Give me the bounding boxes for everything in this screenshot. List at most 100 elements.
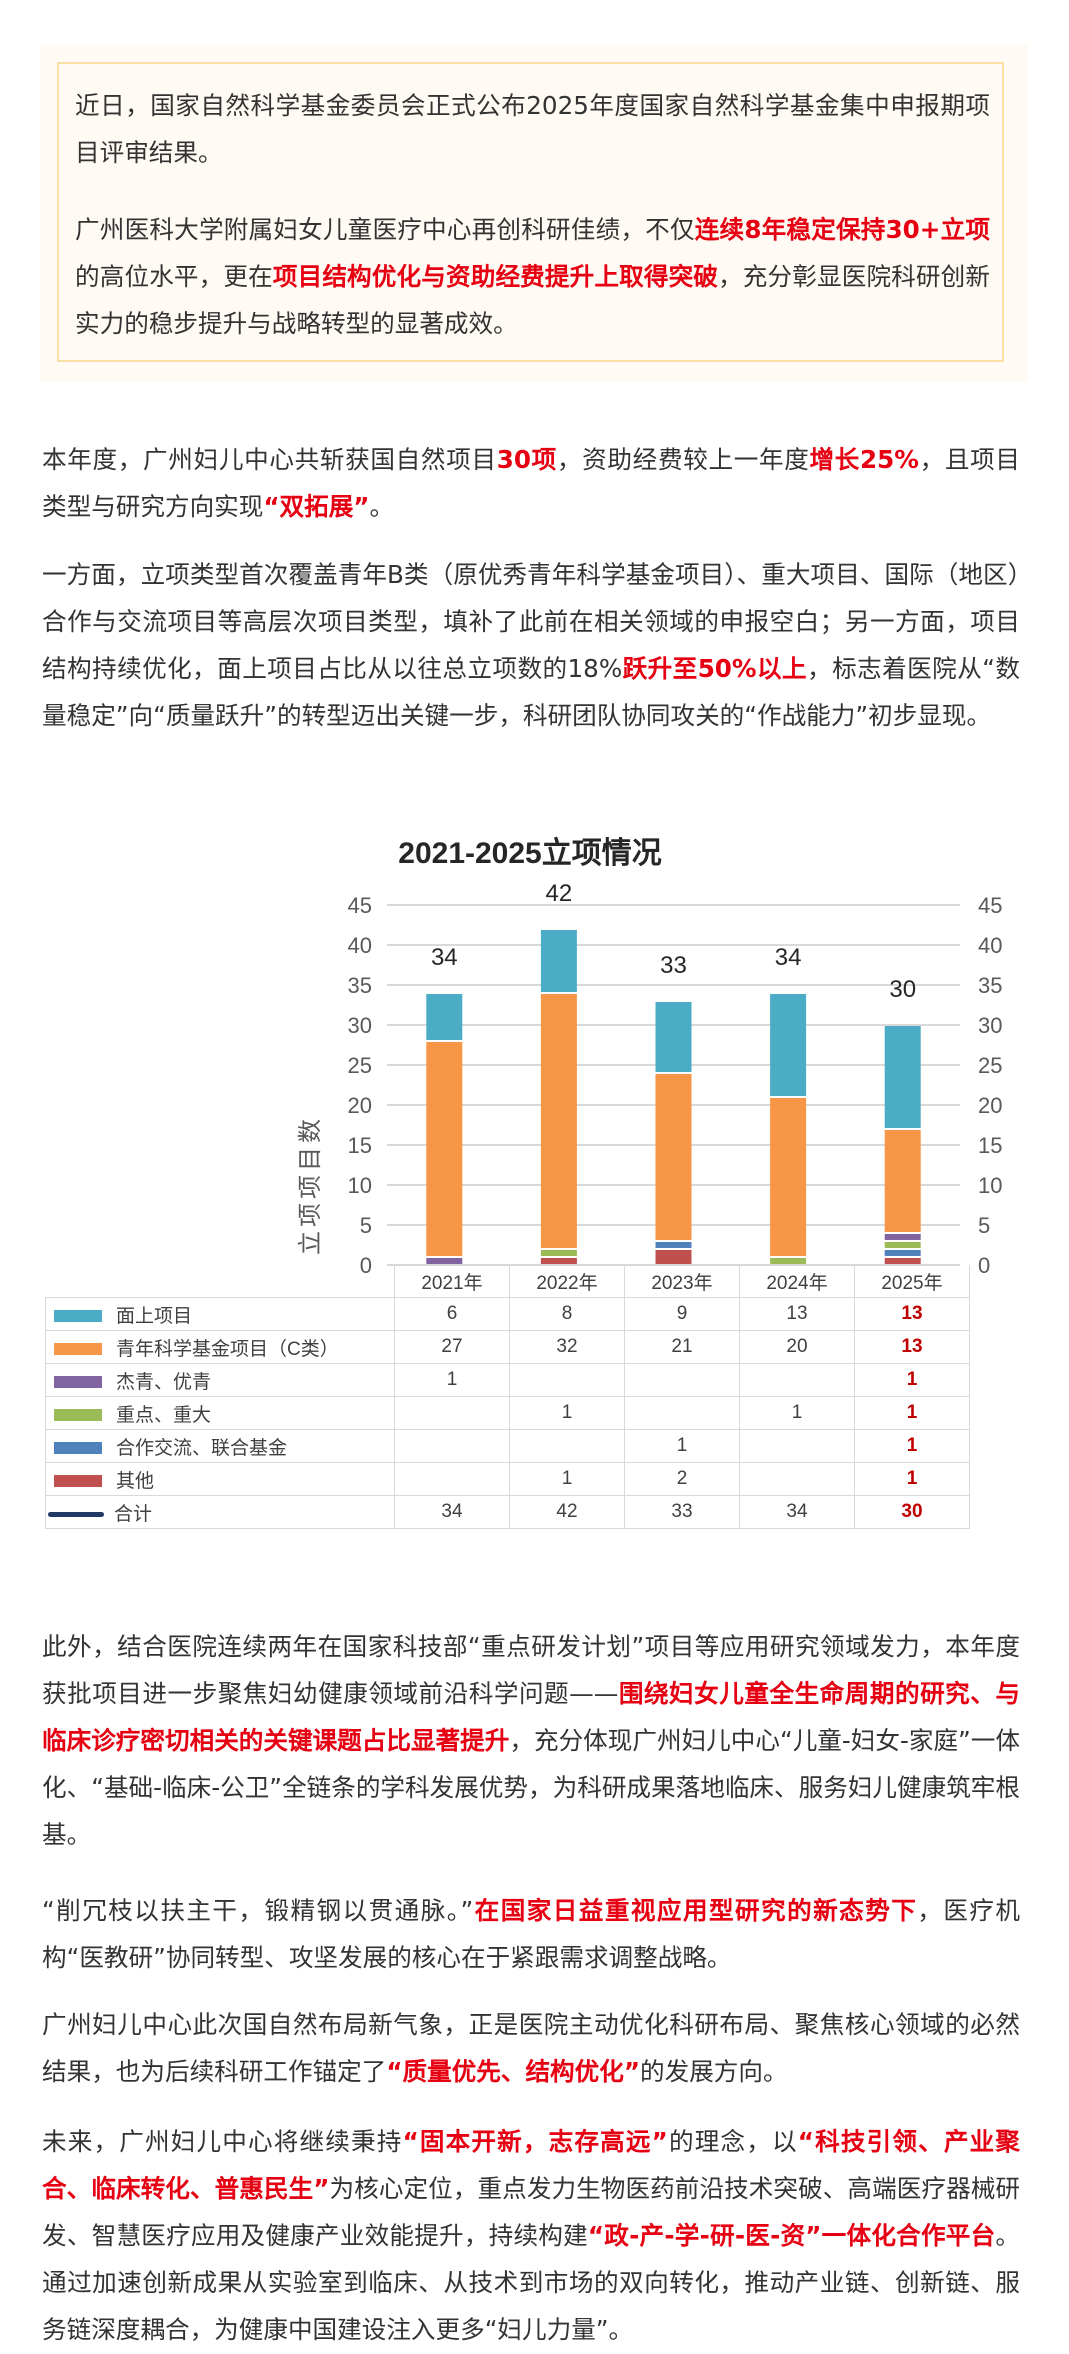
table-cell: 2	[624, 1462, 740, 1496]
bar-segment	[655, 1250, 692, 1264]
table-cell: 1	[509, 1462, 625, 1496]
table-cell: 30	[854, 1495, 970, 1529]
y2-tick-label: 45	[978, 893, 1002, 918]
intro-box-background	[40, 44, 1028, 382]
bar-segment	[426, 1258, 463, 1264]
body-paragraph: 未来，广州妇儿中心将继续秉持“固本开新，志存高远”的理念，以“科技引领、产业聚合…	[42, 2118, 1020, 2353]
text-segment: 的理念，以	[667, 2127, 798, 2156]
table-cell	[509, 1429, 625, 1463]
total-data-label: 34	[431, 944, 458, 971]
y-tick-label: 35	[348, 973, 372, 998]
y2-tick-label: 25	[978, 1053, 1002, 1078]
table-row: 重点、重大 1 1 1	[45, 1396, 970, 1430]
highlighted-text: 项目结构优化与资助经费提升上取得突破	[272, 262, 719, 291]
text-segment: 为核心定位，重点发力生物医药前沿技术突破、高端医疗器械研发、智慧医疗应用及健康产…	[42, 2174, 1020, 2250]
x-category-label: 2023年	[624, 1265, 740, 1298]
table-cell: 1	[854, 1429, 970, 1463]
legend-swatch-icon	[54, 1343, 102, 1356]
x-category-label: 2022年	[509, 1265, 625, 1298]
highlighted-text: 增长25%	[809, 445, 919, 474]
text-segment: 的发展方向。	[640, 2057, 788, 2086]
text-segment: 。通过加速创新成果从实验室到临床、从技术到市场的双向转化，推动产业链、创新链、服…	[42, 2221, 1020, 2344]
table-cell: 1	[854, 1363, 970, 1397]
legend-swatch-icon	[54, 1376, 102, 1389]
y-tick-label: 25	[348, 1053, 372, 1078]
table-cell	[624, 1363, 740, 1397]
bar-segment	[655, 1074, 692, 1240]
text-segment: 近日，国家自然科学基金委员会正式公布2025年度国家自然科学基金集中申报期项目评…	[75, 91, 990, 167]
legend-swatch-icon	[54, 1310, 102, 1323]
total-data-label: 33	[660, 952, 687, 979]
table-cell: 34	[394, 1495, 510, 1529]
table-cell: 1	[509, 1396, 625, 1430]
y-tick-label: 30	[348, 1013, 372, 1038]
series-name: 杰青、优青	[116, 1371, 212, 1393]
table-cell: 34	[739, 1495, 855, 1529]
table-cell: 42	[509, 1495, 625, 1529]
bar-segment	[884, 1026, 921, 1128]
intro-box-border	[57, 62, 1004, 362]
chart-data-table: 2021年 2022年 2023年 2024年 2025年 面上项目 6 8 9 13 13 青年科学…	[45, 1265, 970, 1529]
x-category-label: 2024年	[739, 1265, 855, 1298]
total-data-label: 42	[546, 880, 573, 907]
y2-tick-label: 40	[978, 933, 1002, 958]
table-row: 其他 1 2 1	[45, 1462, 970, 1496]
bar-segment	[884, 1250, 921, 1256]
highlighted-text: 连续8年稳定保持30+立项	[694, 215, 990, 244]
y2-tick-label: 20	[978, 1093, 1002, 1118]
text-segment: “削冗枝以扶主干，锻精钢以贯通脉。”	[42, 1896, 474, 1925]
body-paragraph: 广州妇儿中心此次国自然布局新气象，正是医院主动优化科研布局、聚焦核心领域的必然结…	[42, 2001, 1020, 2095]
text-segment: ，且项目类型与研究方向实现	[42, 445, 1020, 521]
table-row: 面上项目 6 8 9 13 13	[45, 1297, 970, 1331]
text-segment: ，医疗机构“医教研”协同转型、攻坚发展的核心在于紧跟需求调整战略。	[42, 1896, 1020, 1972]
table-cell	[509, 1363, 625, 1397]
series-name: 合作交流、联合基金	[116, 1437, 288, 1459]
intro-paragraph: 近日，国家自然科学基金委员会正式公布2025年度国家自然科学基金集中申报期项目评…	[75, 82, 990, 176]
legend-line-icon	[48, 1511, 104, 1517]
table-cell: 8	[509, 1297, 625, 1331]
series-name: 面上项目	[116, 1305, 193, 1327]
y2-tick-label: 30	[978, 1013, 1002, 1038]
text-segment: 此外，结合医院连续两年在国家科技部“重点研发计划”项目等应用研究领域发力，本年度…	[42, 1632, 1020, 1708]
table-cell	[394, 1429, 510, 1463]
total-data-label: 30	[889, 976, 916, 1003]
table-cell	[394, 1396, 510, 1430]
bar-segment	[655, 1242, 692, 1248]
table-cell: 13	[739, 1297, 855, 1331]
table-cell: 6	[394, 1297, 510, 1331]
table-cell	[739, 1429, 855, 1463]
body-paragraph: 此外，结合医院连续两年在国家科技部“重点研发计划”项目等应用研究领域发力，本年度…	[42, 1623, 1020, 1858]
highlighted-text: “政-产-学-研-医-资”一体化合作平台	[587, 2221, 996, 2250]
y2-tick-label: 5	[978, 1213, 990, 1238]
bar-segment	[540, 1258, 577, 1264]
chart-title: 2021-2025立项情况	[398, 837, 662, 870]
y2-tick-label: 10	[978, 1173, 1002, 1198]
y2-tick-label: 0	[978, 1253, 990, 1278]
table-cell	[739, 1462, 855, 1496]
x-category-label: 2021年	[394, 1265, 510, 1298]
bar-segment	[770, 1098, 807, 1256]
table-cell: 1	[739, 1396, 855, 1430]
table-row: 合作交流、联合基金 1 1	[45, 1429, 970, 1463]
bar-segment	[426, 994, 463, 1040]
table-corner	[45, 1265, 395, 1298]
bar-segment	[426, 1042, 463, 1256]
series-name: 合计	[114, 1503, 153, 1525]
legend-cell: 合计	[45, 1495, 395, 1529]
intro-paragraph: 广州医科大学附属妇女儿童医疗中心再创科研佳绩，不仅连续8年稳定保持30+立项的高…	[75, 206, 990, 347]
table-row: 杰青、优青 1 1	[45, 1363, 970, 1397]
bar-segment	[540, 930, 577, 992]
y-tick-label: 20	[348, 1093, 372, 1118]
bar-segment	[540, 1250, 577, 1256]
y2-tick-label: 15	[978, 1133, 1002, 1158]
table-row: 青年科学基金项目（C类） 27 32 21 20 13	[45, 1330, 970, 1364]
legend-swatch-icon	[54, 1442, 102, 1455]
table-cell: 1	[624, 1429, 740, 1463]
bar-segment	[770, 994, 807, 1096]
y-tick-label: 15	[348, 1133, 372, 1158]
y-tick-label: 10	[348, 1173, 372, 1198]
y-tick-label: 40	[348, 933, 372, 958]
bar-segment	[884, 1242, 921, 1248]
table-cell: 21	[624, 1330, 740, 1364]
